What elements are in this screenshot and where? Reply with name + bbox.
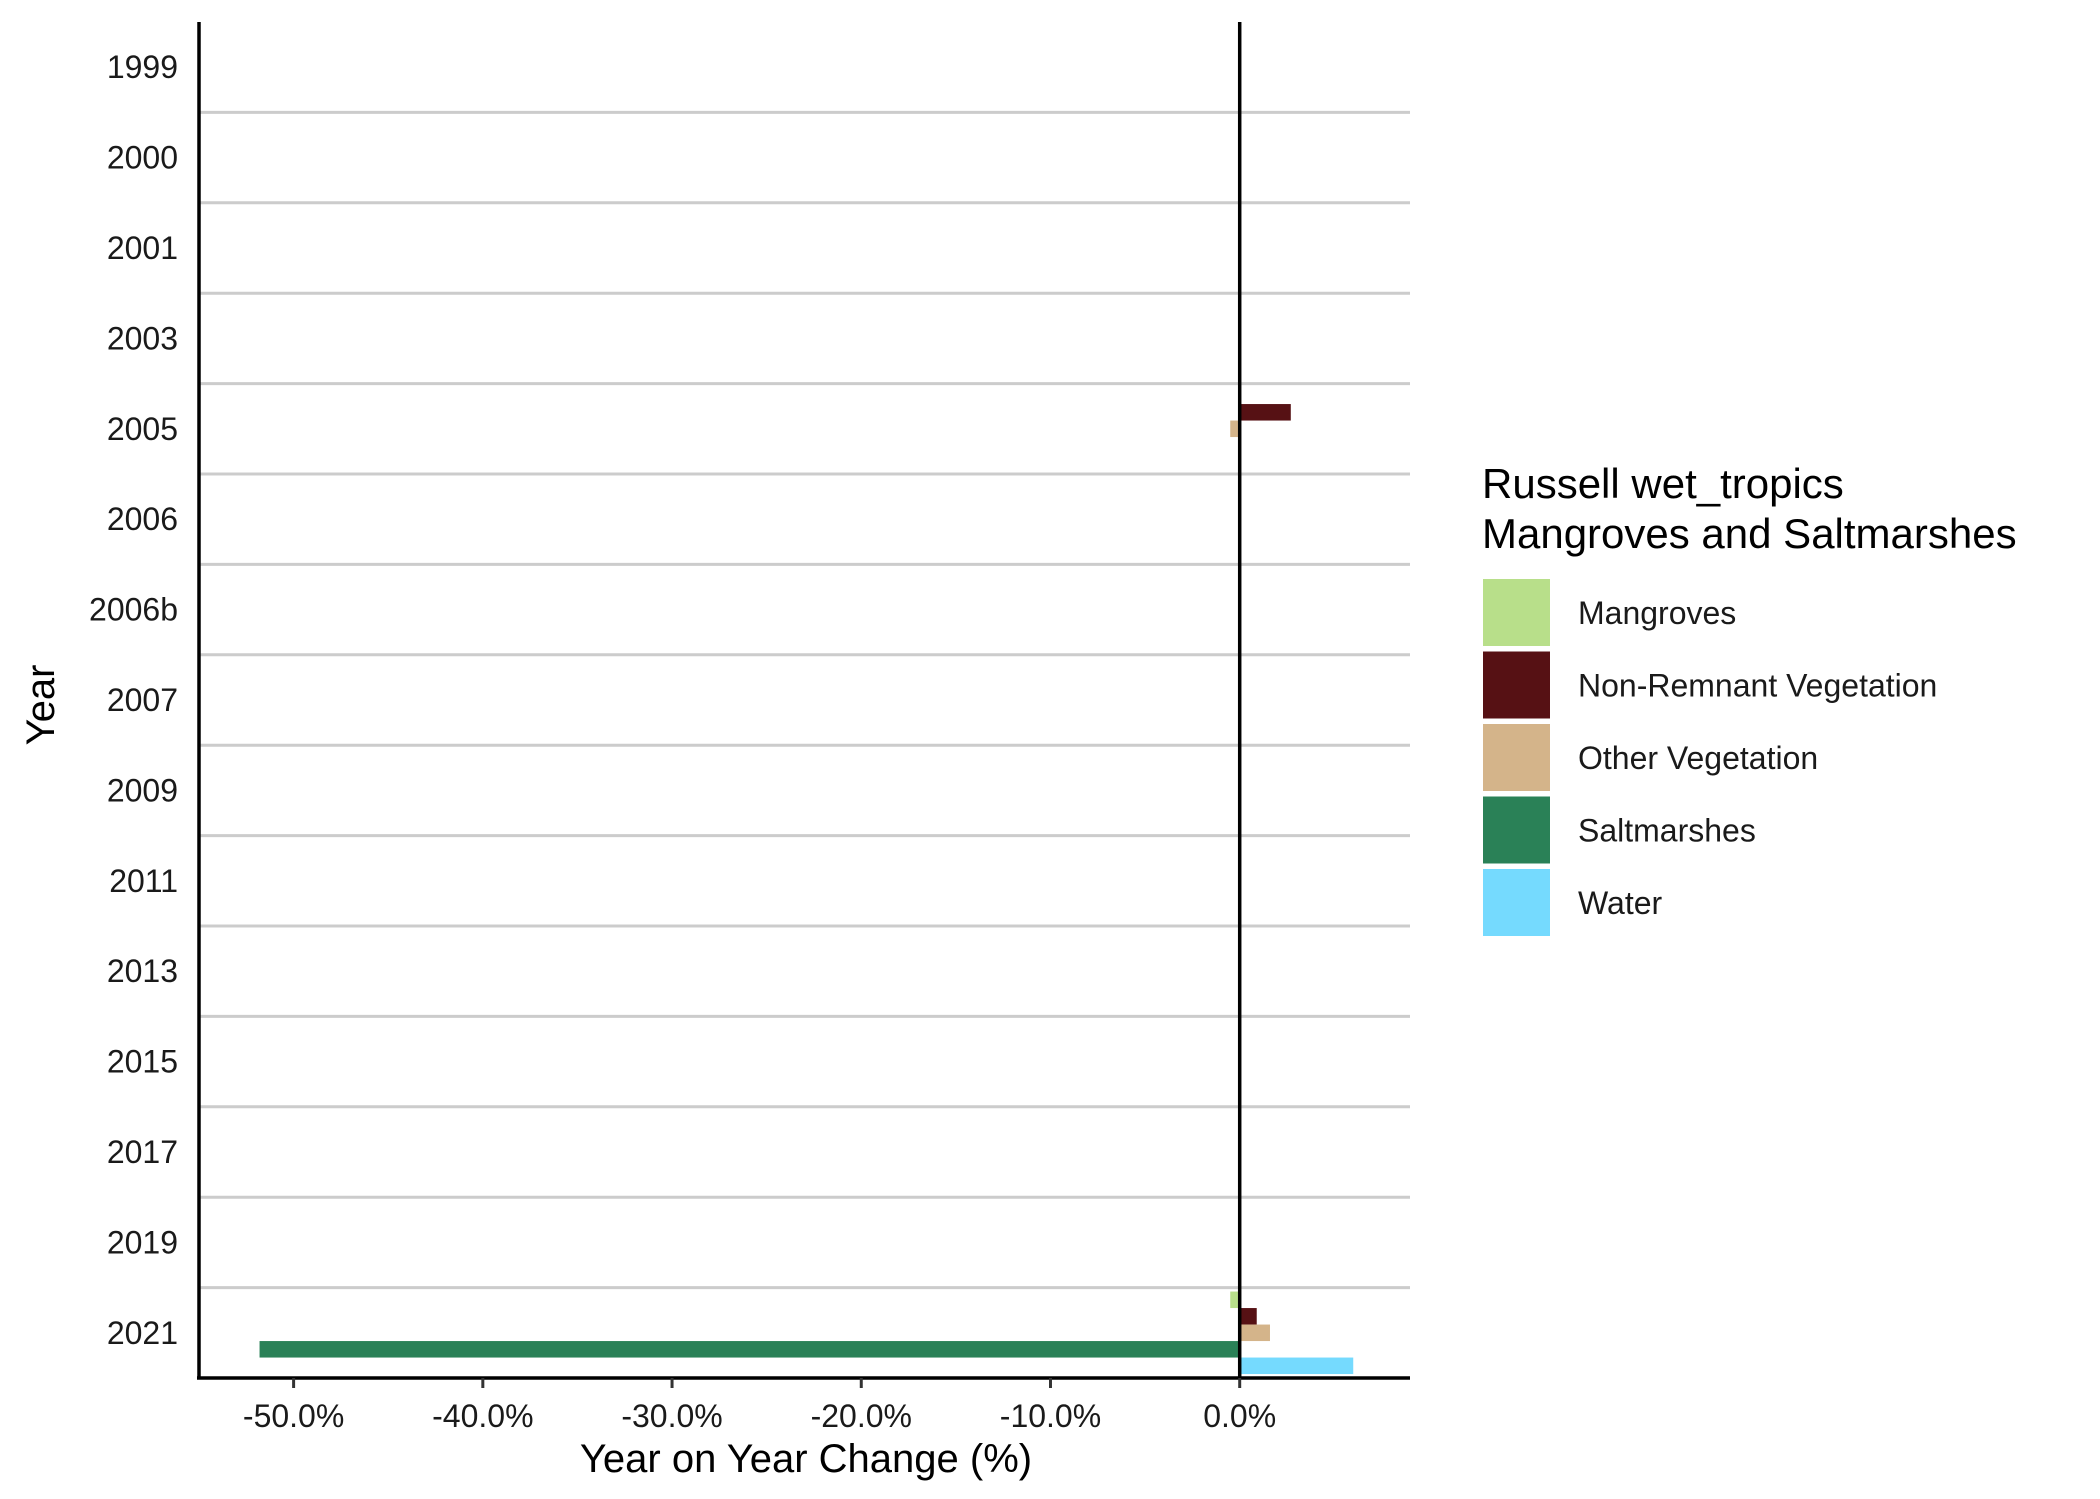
bar-other-vegetation-2021	[1239, 1324, 1270, 1342]
y-tick-label: 2006	[107, 501, 178, 537]
bar-mangroves-2021	[1230, 1291, 1240, 1309]
y-tick-labels: 1999 2000 2001 2003 2005 2006 2006b 2007 2009 201…	[89, 49, 178, 1351]
y-tick-label: 2009	[107, 772, 178, 808]
legend-key	[1481, 722, 1552, 793]
y-tick-label: 2000	[107, 140, 178, 176]
y-tick-label: 1999	[107, 49, 178, 85]
y-tick-label: 2017	[107, 1134, 178, 1170]
x-tick-label: -20.0%	[811, 1398, 912, 1434]
bar-other-vegetation-2005	[1230, 420, 1240, 438]
legend-key	[1481, 649, 1552, 721]
legend-label: Non-Remnant Vegetation	[1578, 668, 1937, 704]
y-tick-label: 2011	[109, 863, 178, 899]
legend-label: Saltmarshes	[1578, 813, 1756, 849]
y-tick-label: 2001	[107, 230, 178, 266]
x-tick-label: -50.0%	[243, 1398, 344, 1434]
bars	[259, 404, 1354, 1375]
bar-non-remnant-vegetation-2005	[1239, 404, 1291, 421]
legend-key	[1481, 577, 1552, 648]
y-tick-label: 2003	[107, 320, 178, 356]
legend-key	[1481, 794, 1552, 866]
legend-label: Mangroves	[1578, 595, 1736, 631]
gridlines	[199, 110, 1410, 1290]
y-tick-label: 2021	[107, 1315, 178, 1351]
y-tick-label: 2019	[107, 1224, 178, 1260]
x-tick-label: 0.0%	[1203, 1398, 1276, 1434]
x-tick-label: -10.0%	[1000, 1398, 1101, 1434]
x-tick-labels: -50.0% -40.0% -30.0% -20.0% -10.0% 0.0%	[243, 1378, 1276, 1434]
legend-key	[1481, 867, 1552, 938]
y-tick-label: 2005	[107, 411, 178, 447]
x-tick-label: -40.0%	[432, 1398, 533, 1434]
x-tick-label: -30.0%	[621, 1398, 722, 1434]
axes	[197, 22, 1410, 1380]
legend-title: Mangroves and Saltmarshes	[1482, 510, 2017, 557]
legend-label: Water	[1578, 885, 1663, 921]
bar-saltmarshes-2021	[259, 1341, 1240, 1358]
bar-water-2021	[1239, 1357, 1354, 1375]
y-tick-label: 2006b	[89, 592, 178, 628]
x-axis-title: Year on Year Change (%)	[580, 1437, 1032, 1481]
legend-title: Russell wet_tropics	[1482, 460, 1844, 507]
legend-label: Other Vegetation	[1578, 740, 1818, 776]
y-tick-label: 2013	[107, 953, 178, 989]
y-axis-title: Year	[19, 665, 63, 746]
y-tick-label: 2015	[107, 1044, 178, 1080]
y-tick-label: 2007	[107, 682, 178, 718]
bar-non-remnant-vegetation-2021	[1239, 1308, 1257, 1325]
